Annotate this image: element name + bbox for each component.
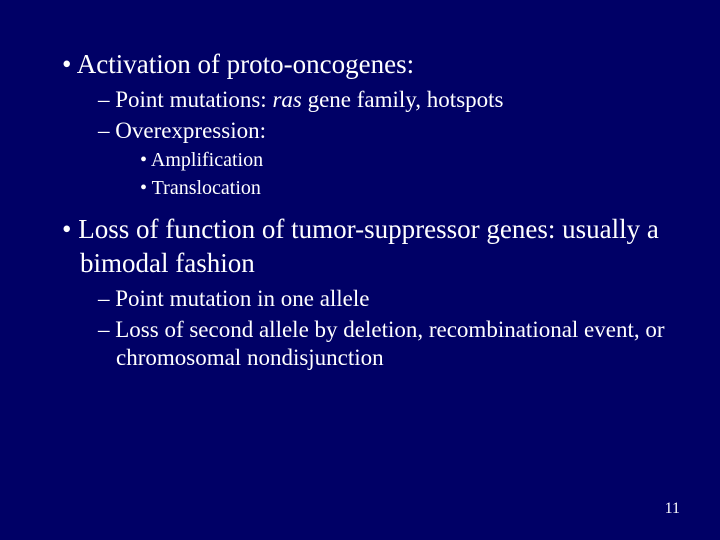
- bullet-level2: Loss of second allele by deletion, recom…: [40, 316, 680, 374]
- bullet-text-italic: ras: [272, 87, 301, 112]
- bullet-level1: Loss of function of tumor-suppressor gen…: [40, 213, 680, 281]
- spacer: [40, 203, 680, 213]
- bullet-text: Translocation: [152, 177, 261, 199]
- bullet-text: Activation of proto-oncogenes:: [77, 49, 414, 79]
- bullet-text: Overexpression:: [115, 118, 266, 143]
- bullet-text: Point mutation in one allele: [115, 286, 369, 311]
- bullet-level1: Activation of proto-oncogenes:: [40, 48, 680, 82]
- bullet-text: Loss of function of tumor-suppressor gen…: [78, 214, 659, 278]
- bullet-text-suffix: gene family, hotspots: [302, 87, 504, 112]
- bullet-level3: Translocation: [40, 175, 680, 201]
- bullet-level2: Point mutations: ras gene family, hotspo…: [40, 86, 680, 115]
- bullet-level3: Amplification: [40, 147, 680, 173]
- bullet-level2: Point mutation in one allele: [40, 285, 680, 314]
- bullet-level2: Overexpression:: [40, 117, 680, 146]
- page-number: 11: [665, 500, 680, 518]
- bullet-text-prefix: Point mutations:: [115, 87, 272, 112]
- bullet-text: Amplification: [151, 149, 263, 171]
- bullet-text: Loss of second allele by deletion, recom…: [115, 317, 664, 371]
